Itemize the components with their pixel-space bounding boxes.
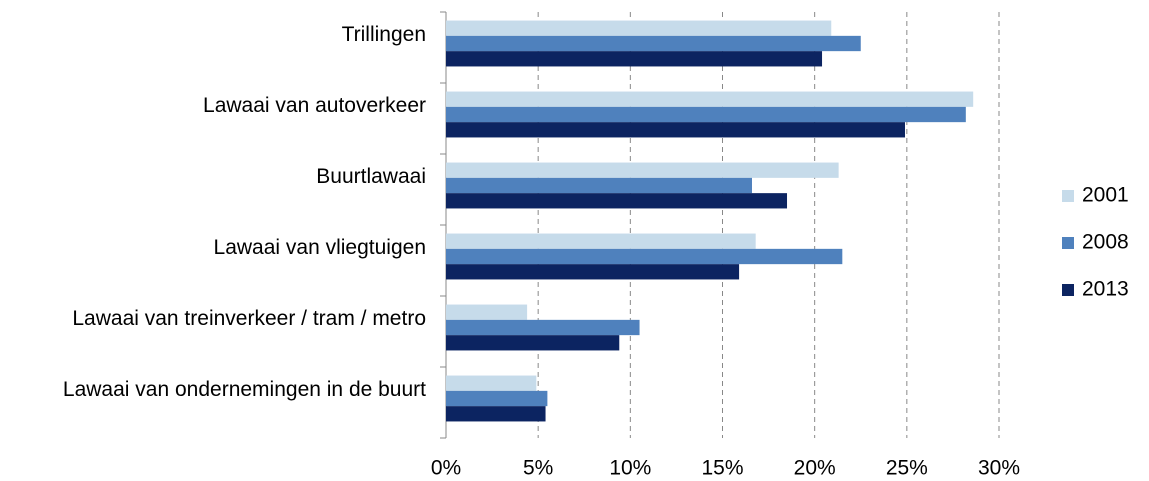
y-tick-label: Lawaai van treinverkeer / tram / metro — [72, 307, 426, 330]
y-tick-label: Lawaai van autoverkeer — [203, 94, 426, 117]
bar — [446, 20, 832, 36]
bar — [446, 91, 974, 107]
legend-swatch — [1062, 284, 1074, 296]
bar — [446, 406, 546, 422]
bar — [446, 35, 861, 52]
bar — [446, 375, 537, 391]
bar — [446, 162, 839, 178]
x-tick-label: 15% — [701, 457, 743, 480]
bar — [446, 264, 740, 280]
legend-label: 2008 — [1082, 231, 1129, 254]
bar — [446, 319, 640, 336]
bar — [446, 390, 548, 407]
y-tick-label: Trillingen — [342, 23, 426, 46]
x-tick-label: 5% — [523, 457, 553, 480]
bar — [446, 106, 966, 123]
x-tick-label: 25% — [886, 457, 928, 480]
x-tick-label: 10% — [609, 457, 651, 480]
x-tick-label: 0% — [431, 457, 461, 480]
bar — [446, 248, 843, 265]
legend-label: 2001 — [1082, 184, 1129, 207]
legend-swatch — [1062, 237, 1074, 249]
x-tick-label: 20% — [794, 457, 836, 480]
bar — [446, 335, 620, 351]
bar — [446, 233, 756, 249]
bar — [446, 177, 752, 194]
legend-label: 2013 — [1082, 278, 1129, 301]
bar — [446, 304, 528, 320]
bar — [446, 51, 823, 67]
bar — [446, 122, 905, 138]
y-tick-label: Buurtlawaai — [316, 165, 426, 188]
bar — [446, 193, 788, 209]
x-tick-label: 30% — [978, 457, 1020, 480]
legend-swatch — [1062, 190, 1074, 202]
y-tick-label: Lawaai van ondernemingen in de buurt — [63, 378, 426, 401]
y-tick-label: Lawaai van vliegtuigen — [214, 236, 426, 259]
